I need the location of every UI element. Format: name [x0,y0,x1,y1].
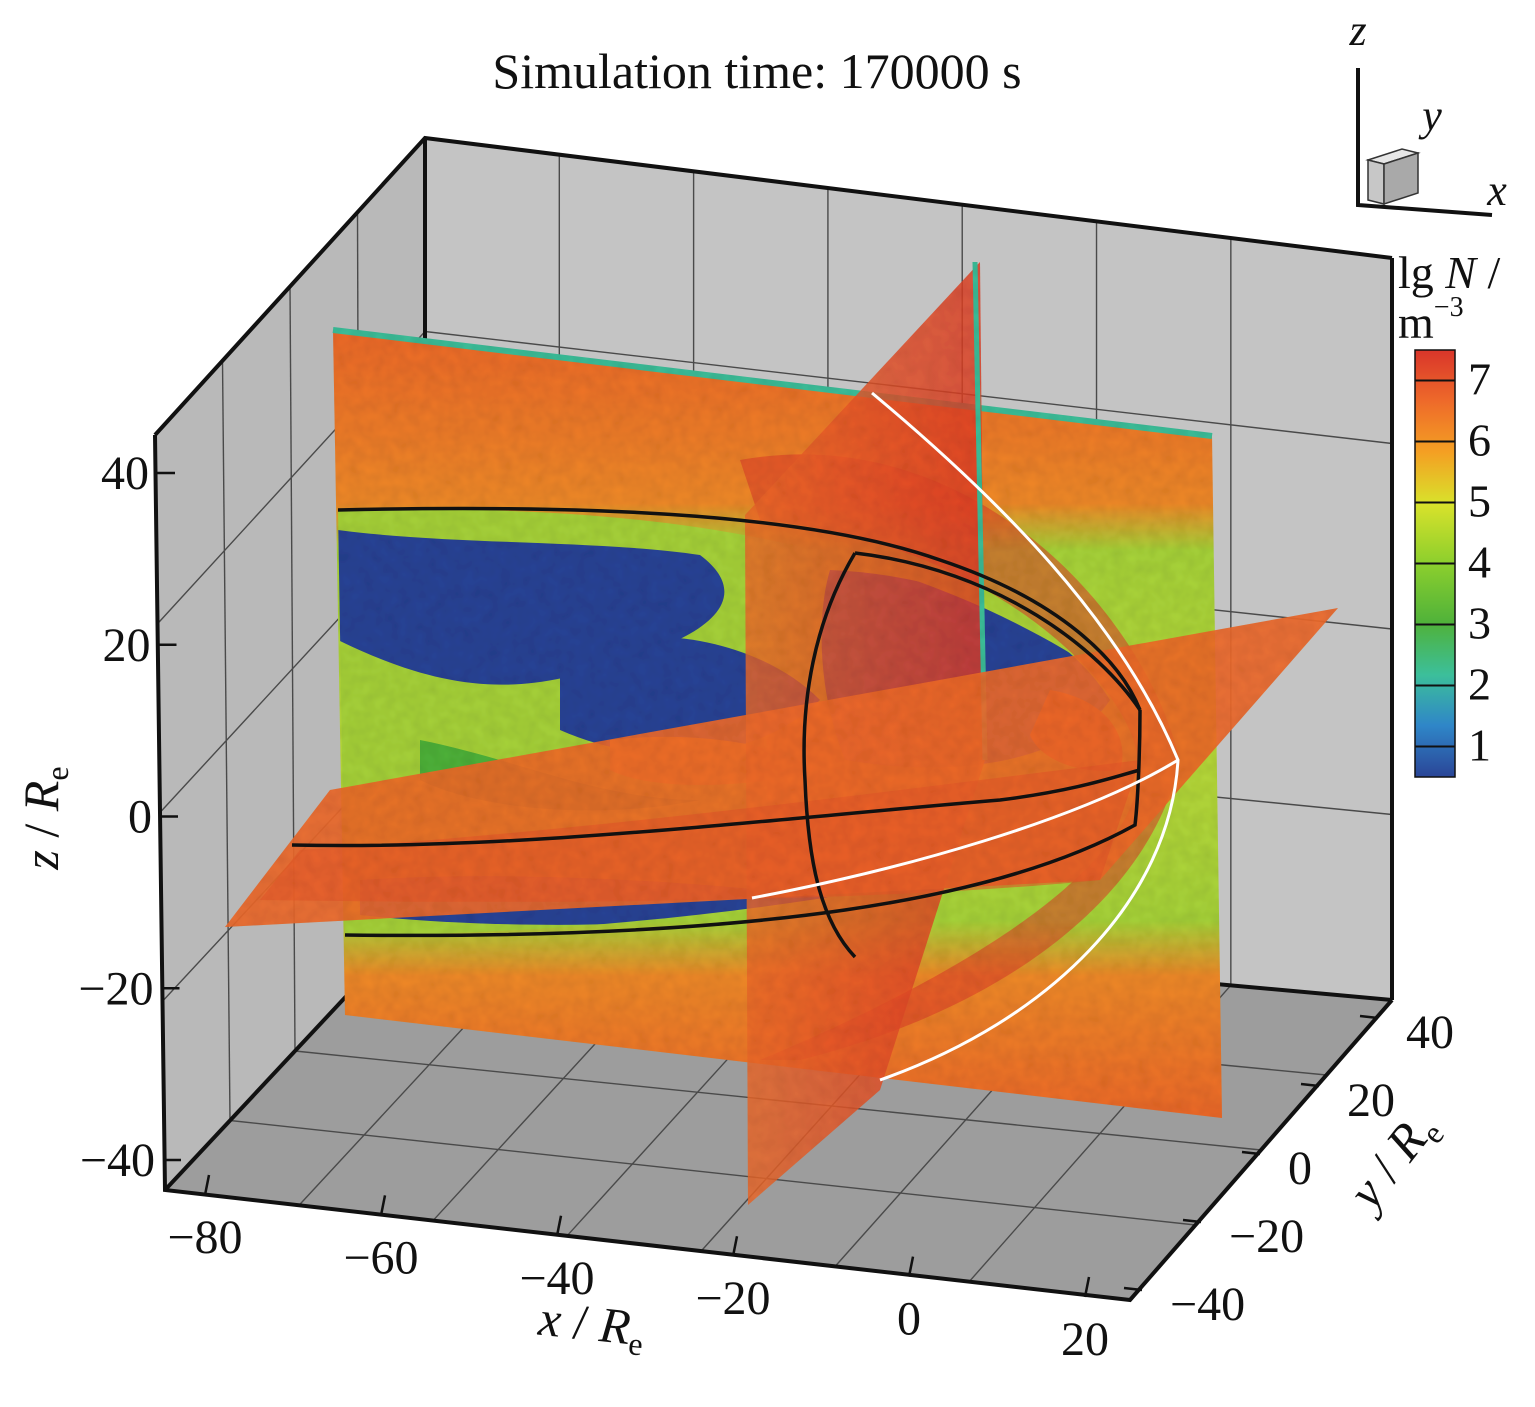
triad-x-label: x [1486,166,1507,215]
chart-title: Simulation time: 170000 s [492,43,1021,99]
x-tick-labels: −80 −60 −40 −20 0 20 [167,1211,1109,1366]
colorbar-label-line2: m−3 [1398,292,1464,348]
x-tick [555,1215,563,1237]
z-tick-label: 40 [101,447,149,500]
y-tick-label: 0 [1288,1142,1312,1195]
x-tick [907,1256,915,1277]
z-tick-labels: 40 20 0 −20 −40 [78,447,155,1187]
colorbar: lg N / m−3 7 6 5 4 3 2 1 [1398,247,1500,778]
y-tick [1359,1014,1379,1020]
xy-slice-inner [260,760,1140,902]
x-tick-label: −60 [343,1231,418,1284]
colorbar-tick-label: 4 [1468,537,1491,588]
x-tick [1083,1276,1091,1298]
x-tick-label: −40 [519,1252,594,1305]
colorbar-tick-label: 6 [1468,415,1491,466]
x-axis-title: x / Re [535,1290,648,1363]
y-tick [1241,1150,1261,1156]
x-tick-label: 0 [897,1293,921,1346]
z-tick-label: −40 [80,1134,155,1187]
floor-grid-y [229,1119,1196,1226]
x-tick-label: −80 [167,1211,242,1264]
y-tick-label: −40 [1170,1278,1245,1331]
colorbar-ticks: 7 6 5 4 3 2 1 [1415,354,1491,771]
orientation-triad: z y x [1348,6,1507,217]
y-tick [1182,1218,1202,1224]
z-tick-label: −20 [78,962,153,1015]
y-tick-label: 20 [1347,1074,1395,1127]
magnetosheath-xz [740,454,1180,1060]
colorbar-tick-label: 1 [1468,720,1491,771]
density-slices [225,261,1338,1205]
tick-marks [157,471,1379,1298]
colorbar-tick-label: 3 [1468,598,1491,649]
triad-z-label: z [1348,6,1366,55]
colorbar-tick-label: 7 [1468,354,1491,405]
x-tick-label: −20 [695,1272,770,1325]
x-tick [379,1195,387,1216]
y-tick [1300,1082,1320,1088]
magnetopause-boundary [291,506,1142,959]
xz-slice-top-edge [332,327,1213,439]
bow-shock-boundary [751,391,1180,1082]
colorbar-tick-label: 5 [1468,476,1491,527]
y-tick-label: −20 [1229,1210,1304,1263]
x-tick-label: 20 [1061,1313,1109,1366]
triad-y-label: y [1418,91,1442,140]
y-tick [1123,1286,1143,1292]
colorbar-label-line1: lg N / [1398,247,1500,298]
y-tick-label: 40 [1406,1006,1454,1059]
z-tick-label: 20 [103,619,151,672]
z-tick-label: 0 [128,791,152,844]
z-axis-title: z / Re [13,766,75,870]
x-tick [203,1174,211,1196]
colorbar-tick-label: 2 [1468,659,1491,710]
x-tick [731,1235,739,1257]
